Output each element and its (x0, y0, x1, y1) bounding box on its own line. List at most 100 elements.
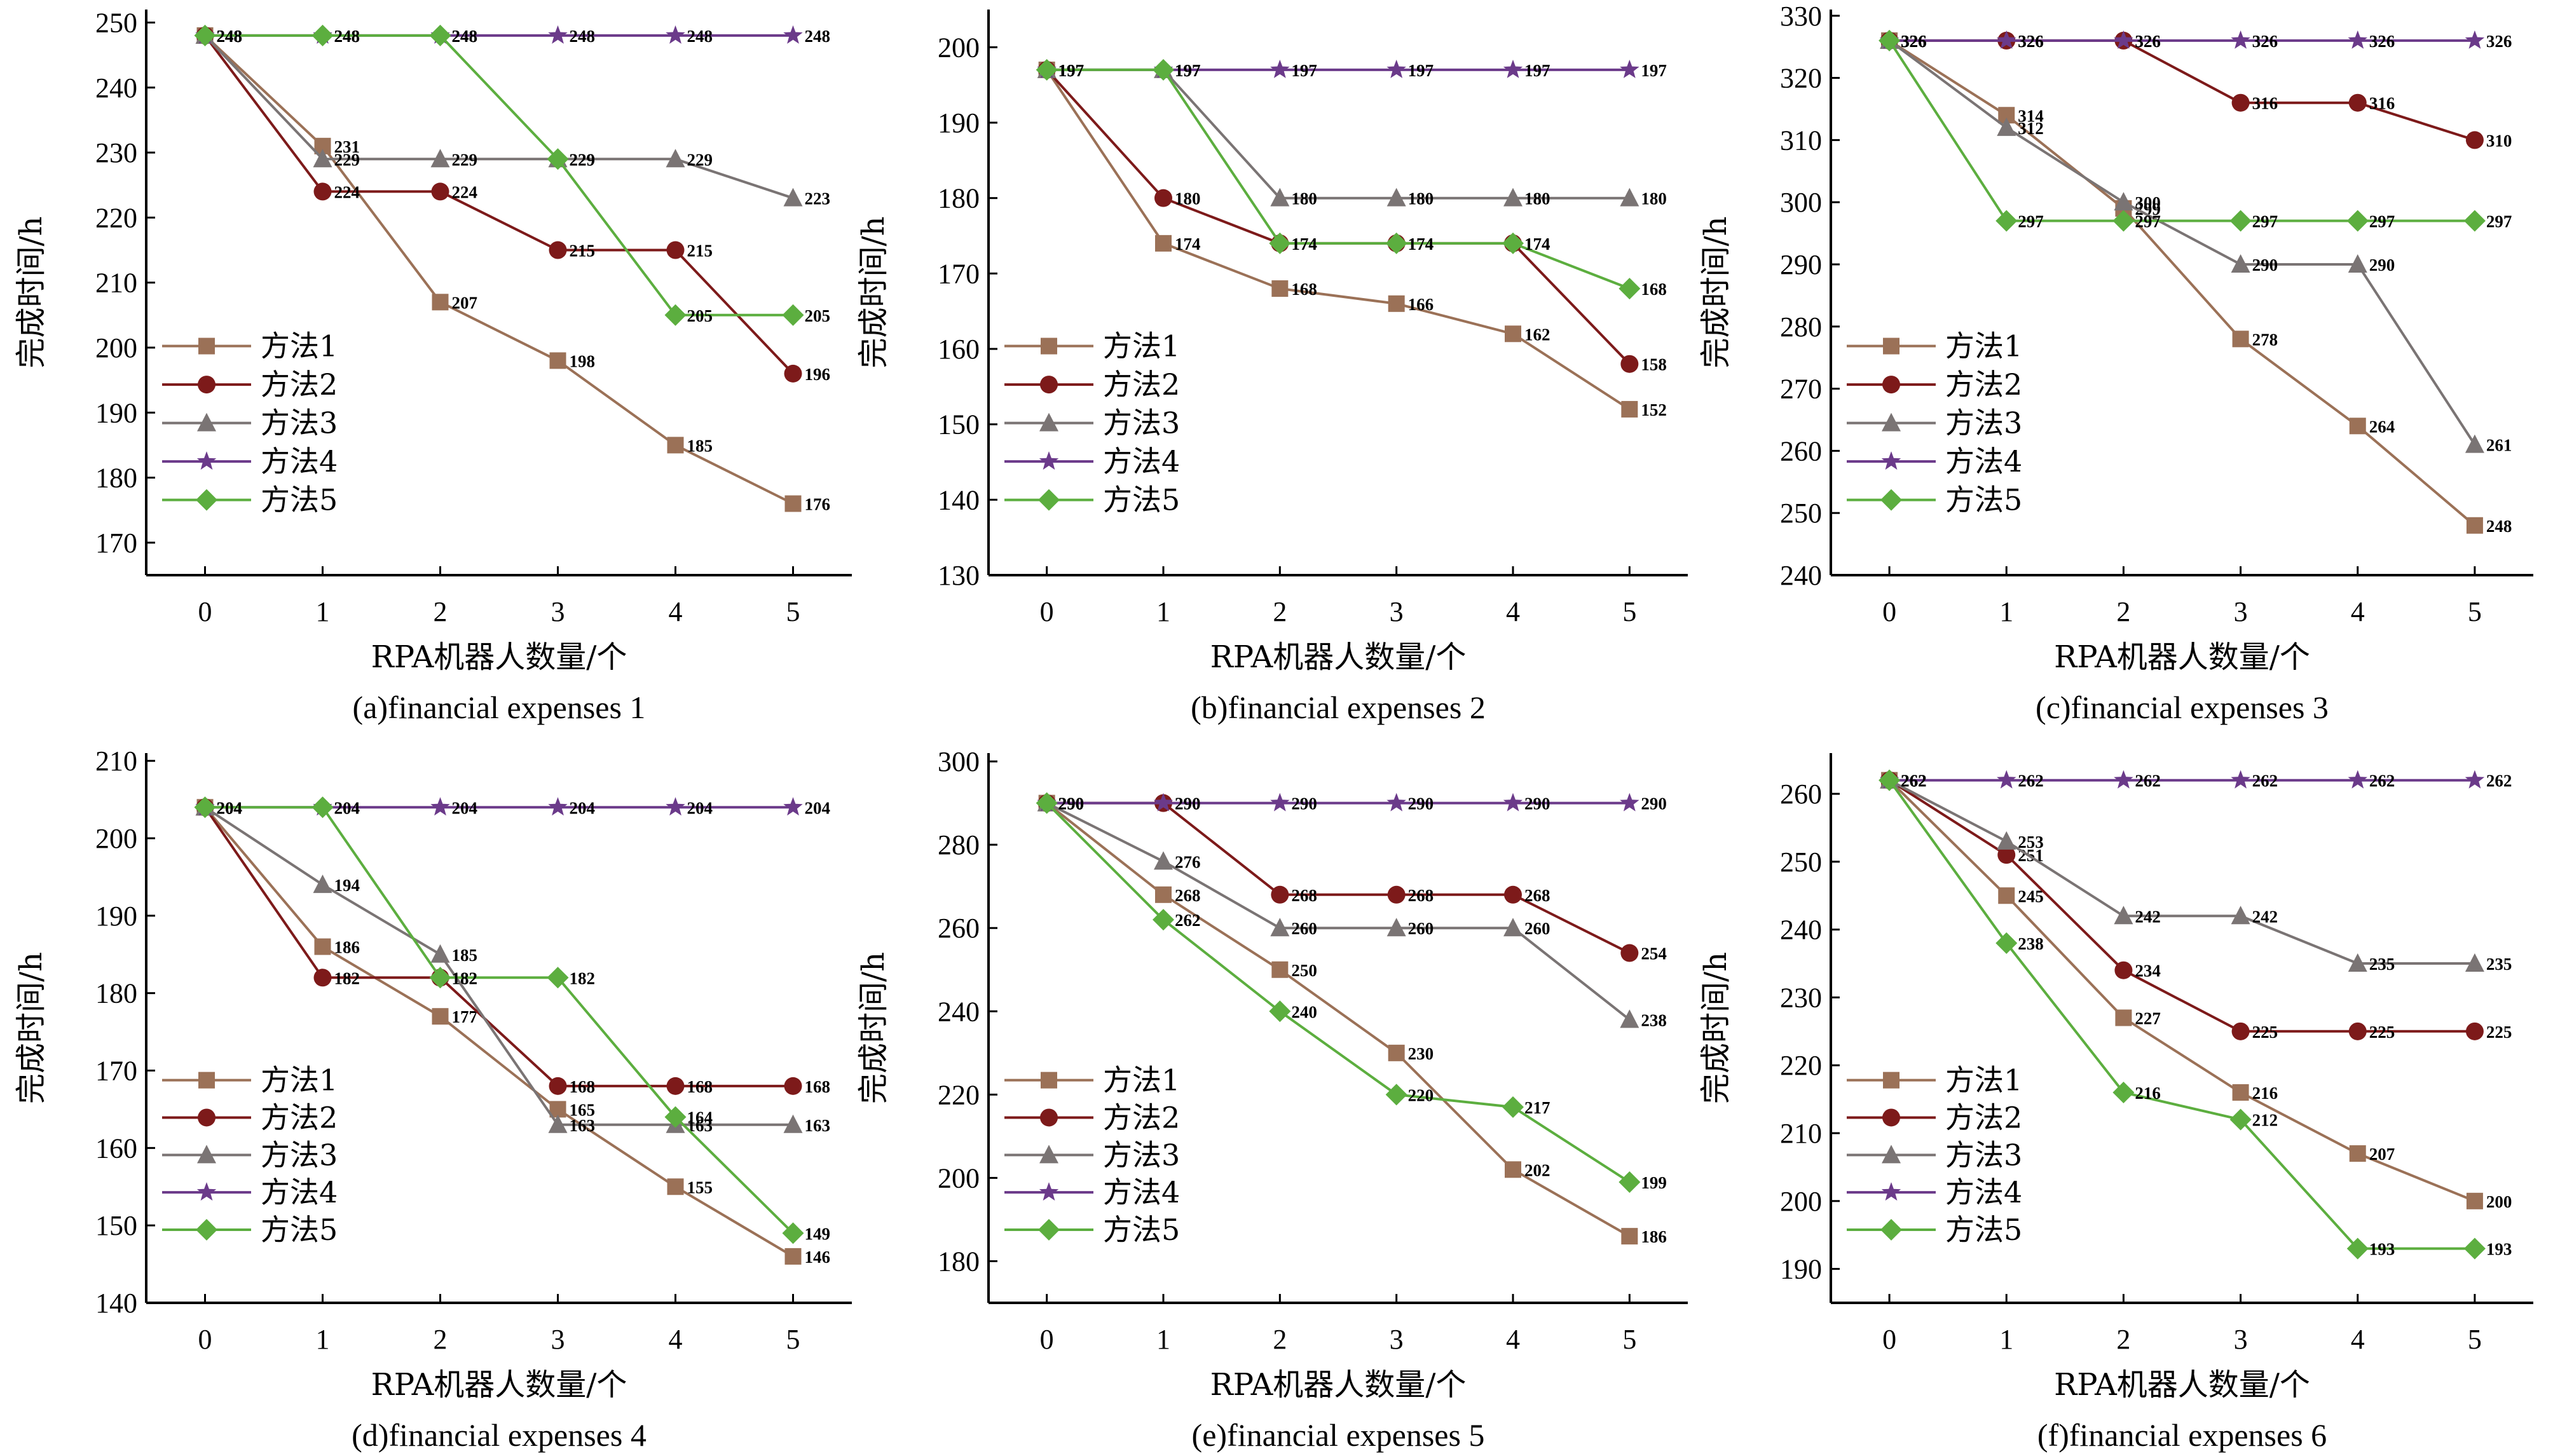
square-marker (1883, 1072, 1899, 1089)
y-tick-label: 180 (938, 183, 980, 214)
legend-label: 方法4 (1103, 444, 1180, 479)
square-marker (1271, 280, 1289, 297)
data-label: 180 (1641, 189, 1667, 208)
data-label: 290 (1058, 794, 1085, 813)
data-label: 186 (1641, 1227, 1667, 1246)
data-label: 146 (805, 1248, 831, 1267)
x-tick-label: 1 (316, 596, 330, 627)
x-tick-label: 3 (2234, 1324, 2248, 1355)
data-label: 186 (334, 938, 360, 957)
data-label: 238 (1641, 1010, 1667, 1030)
data-label: 261 (2486, 436, 2512, 455)
y-tick-label: 290 (1780, 249, 1822, 280)
y-tick-label: 250 (1780, 847, 1822, 878)
diamond-marker (1269, 232, 1291, 254)
data-label: 212 (2252, 1111, 2278, 1130)
diamond-marker (2346, 1237, 2369, 1260)
data-label: 216 (2252, 1084, 2278, 1103)
series-line (1046, 802, 1631, 1183)
triangle-marker (1270, 187, 1290, 207)
y-axis-label: 完成时间/h (1698, 952, 1734, 1104)
data-label: 300 (2135, 193, 2161, 212)
diamond-marker (1036, 792, 1058, 814)
series-line (1889, 779, 2475, 1033)
data-label: 204 (452, 798, 478, 817)
series-4: 262 262 262 262 262 262 (1879, 770, 2512, 791)
data-label: 164 (687, 1108, 713, 1127)
legend-label: 方法3 (1103, 1138, 1180, 1172)
diamond-marker (547, 148, 569, 170)
y-tick-label: 190 (1780, 1254, 1822, 1285)
panel-caption: (a)financial expenses 1 (353, 690, 646, 725)
triangle-marker (2348, 254, 2367, 273)
data-label: 197 (1175, 61, 1201, 80)
y-tick-label: 130 (938, 560, 980, 591)
circle-marker (1620, 944, 1639, 962)
series-line (1888, 779, 2475, 1250)
data-label: 207 (2369, 1145, 2395, 1164)
star-marker (196, 1182, 217, 1201)
data-label: 253 (2018, 833, 2044, 852)
x-tick-label: 2 (434, 596, 448, 627)
triangle-marker (2114, 192, 2133, 211)
data-label: 229 (687, 150, 713, 169)
diamond-marker (196, 1218, 217, 1241)
data-label: 229 (334, 150, 360, 169)
square-marker (784, 1248, 802, 1265)
data-label: 193 (2486, 1240, 2512, 1259)
square-marker (432, 294, 449, 311)
series-5: 290 262 240 220 217 199 (1036, 792, 1667, 1193)
triangle-marker (1620, 187, 1639, 207)
data-label: 182 (570, 969, 596, 988)
diamond-marker (547, 967, 569, 989)
data-label: 229 (452, 150, 478, 169)
y-axis-label: 完成时间/h (13, 216, 49, 368)
legend-label: 方法3 (1103, 406, 1180, 440)
triangle-marker (1882, 412, 1901, 432)
triangle-marker (1882, 1145, 1901, 1164)
square-marker (2349, 1145, 2366, 1162)
x-tick-label: 1 (316, 1324, 330, 1355)
y-axis-label: 完成时间/h (1698, 216, 1734, 368)
circle-marker (666, 241, 685, 259)
square-marker (1155, 886, 1172, 903)
x-tick-label: 0 (198, 596, 212, 627)
data-label: 149 (805, 1224, 831, 1243)
data-label: 268 (1291, 886, 1317, 905)
y-tick-label: 140 (938, 484, 980, 515)
square-marker (667, 437, 684, 454)
triangle-marker (1997, 117, 2016, 136)
data-label: 297 (2018, 212, 2044, 231)
x-axis-label: RPA机器人数量/个 (2054, 1367, 2310, 1403)
diamond-marker (1880, 1218, 1902, 1241)
diamond-marker (1879, 29, 1901, 51)
x-tick-label: 0 (1040, 1324, 1054, 1355)
data-label: 224 (452, 182, 478, 201)
y-tick-label: 220 (938, 1079, 980, 1110)
series-line (1889, 39, 2475, 142)
x-tick-label: 1 (1156, 1324, 1170, 1355)
data-label: 197 (1058, 61, 1085, 80)
legend-label: 方法4 (1103, 1175, 1180, 1209)
y-tick-label: 310 (1780, 125, 1822, 156)
x-tick-label: 3 (2234, 596, 2248, 627)
data-label: 297 (2486, 212, 2512, 231)
panel-caption: (d)financial expenses 4 (352, 1417, 647, 1453)
series-4: 326 326 326 326 326 326 (1879, 30, 2512, 51)
y-tick-label: 190 (95, 397, 137, 428)
star-marker (2348, 770, 2367, 789)
series-5: 248 248 248 229 205 205 (194, 24, 830, 326)
legend-label: 方法3 (1945, 406, 2022, 440)
y-tick-label: 210 (1780, 1118, 1822, 1149)
data-label: 197 (1175, 61, 1201, 80)
triangle-marker (2348, 953, 2367, 972)
series-3: 197 197 180 180 180 180 (1037, 59, 1667, 208)
data-label: 174 (1291, 235, 1317, 254)
circle-marker (784, 364, 802, 383)
data-label: 326 (2135, 32, 2161, 51)
data-label: 229 (570, 150, 596, 169)
data-label: 193 (2369, 1240, 2395, 1259)
